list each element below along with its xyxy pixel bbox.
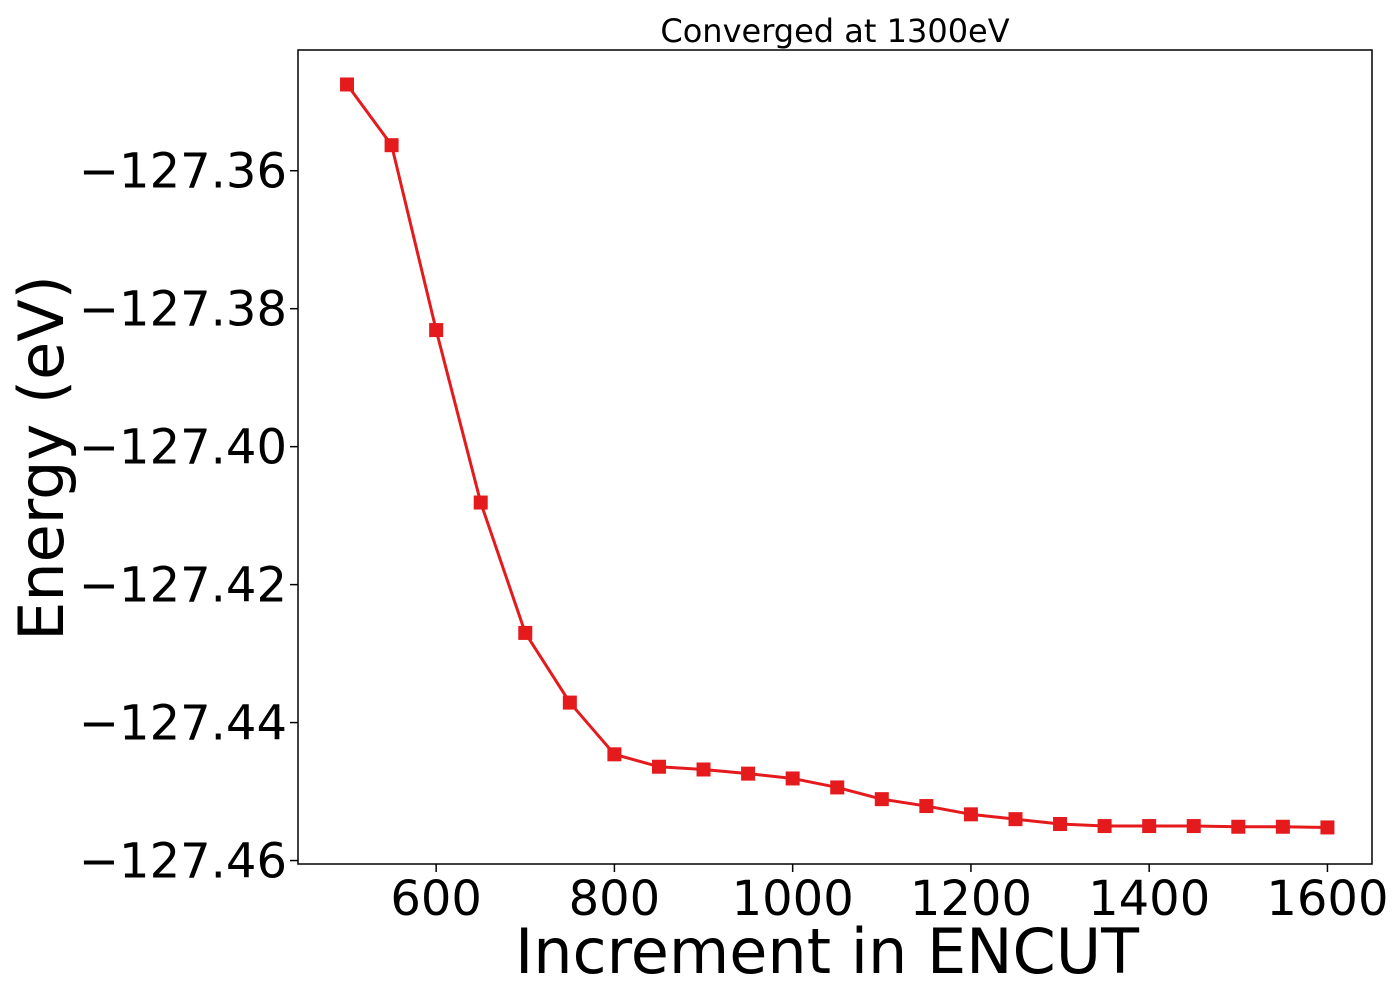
data-point-marker [518, 625, 533, 640]
data-point-marker [1142, 819, 1157, 834]
x-tick-label: 600 [390, 871, 482, 927]
data-point-marker [785, 771, 800, 786]
y-tick-label: −127.40 [79, 420, 287, 476]
x-tick-label: 1200 [910, 871, 1032, 927]
data-point-marker [651, 759, 666, 774]
data-point-marker [1320, 820, 1335, 835]
x-axis: 600 800 1000 1200 1400 1600 [390, 864, 1389, 927]
data-point-marker [607, 747, 622, 762]
chart-title: Converged at 1300eV [660, 12, 1009, 50]
y-axis: −127.36 −127.38 −127.40 −127.42 −127.44 −127.… [79, 144, 298, 890]
x-tick-label: 1400 [1088, 871, 1210, 927]
data-point-marker [874, 792, 889, 807]
y-tick-label: −127.46 [79, 834, 287, 890]
x-axis-label: Increment in ENCUT [515, 915, 1140, 988]
data-point-marker [963, 807, 978, 822]
data-point-marker [562, 695, 577, 710]
x-tick-label: 800 [569, 871, 661, 927]
data-point-marker [741, 766, 756, 781]
data-point-marker [429, 323, 444, 338]
plot-area [340, 77, 1335, 835]
data-point-marker [340, 77, 355, 92]
y-tick-label: −127.36 [79, 144, 287, 200]
data-point-marker [1097, 819, 1112, 834]
data-point-marker [384, 138, 399, 153]
data-point-marker [1186, 819, 1201, 834]
y-tick-label: −127.44 [79, 696, 287, 752]
x-tick-label: 1600 [1266, 871, 1388, 927]
y-axis-label: Energy (eV) [5, 275, 78, 641]
y-tick-label: −127.38 [79, 282, 287, 338]
data-point-marker [919, 799, 934, 814]
data-point-marker [1008, 812, 1023, 827]
data-point-marker [696, 762, 711, 777]
data-point-marker [1275, 819, 1290, 834]
data-point-marker [1053, 816, 1068, 831]
data-point-marker [1231, 819, 1246, 834]
y-tick-label: −127.42 [79, 558, 287, 614]
data-point-marker [473, 495, 488, 510]
series-line [345, 83, 1328, 829]
data-point-marker [830, 780, 845, 795]
plot-frame [297, 49, 1373, 865]
x-tick-label: 1000 [732, 871, 854, 927]
